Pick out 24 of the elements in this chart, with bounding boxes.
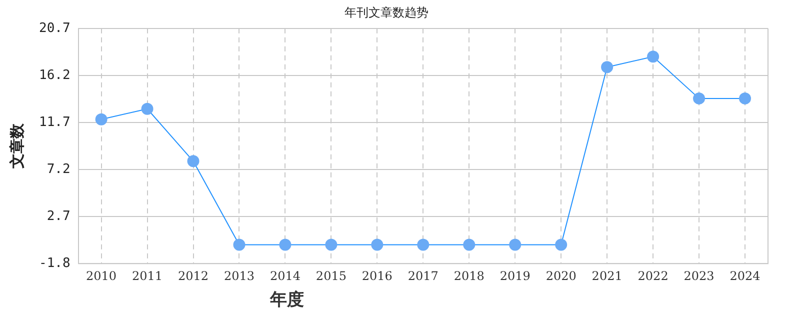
- x-tick-label: 2015: [316, 268, 346, 283]
- x-tick-label: 2021: [592, 268, 622, 283]
- x-tick-label: 2014: [270, 268, 301, 283]
- chart-title: 年刊文章数趋势: [344, 5, 428, 20]
- y-tick-label: 20.7: [38, 20, 70, 36]
- x-tick-label: 2012: [178, 268, 209, 283]
- x-tick-label: 2023: [684, 268, 714, 283]
- x-tick-label: 2016: [362, 268, 392, 283]
- x-tick-label: 2022: [638, 268, 668, 283]
- y-tick-label: 7.2: [46, 162, 70, 177]
- y-tick-label: -1.8: [38, 256, 70, 271]
- y-tick-label: 2.7: [46, 208, 70, 224]
- y-tick-label: 11.7: [38, 114, 70, 130]
- x-tick-label: 2020: [546, 268, 576, 283]
- x-tick-label: 2019: [500, 268, 530, 283]
- x-axis-title: 年度: [270, 289, 304, 311]
- x-tick-label: 2018: [454, 268, 484, 283]
- x-tick-label: 2013: [224, 268, 255, 283]
- y-axis-title: 文章数: [8, 122, 26, 170]
- x-tick-label: 2024: [730, 268, 761, 283]
- x-tick-label: 2017: [408, 268, 438, 283]
- x-tick-label: 2011: [132, 268, 163, 283]
- y-tick-label: 16.2: [38, 68, 70, 83]
- x-tick-label: 2010: [86, 268, 117, 283]
